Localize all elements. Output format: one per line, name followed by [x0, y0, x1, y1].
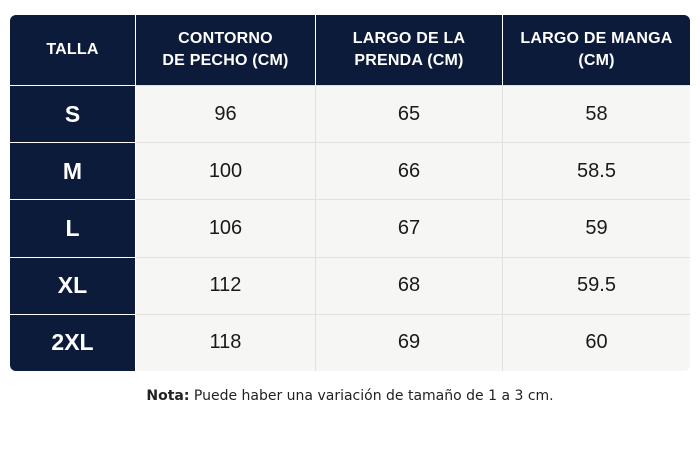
- table-row: 2XL 118 69 60: [10, 313, 690, 371]
- note-label: Nota:: [146, 388, 190, 404]
- header-length: LARGO DE LA PRENDA (CM): [316, 15, 503, 85]
- header-length-line1: LARGO DE LA: [352, 30, 466, 47]
- row-size-cell: M: [10, 142, 136, 200]
- length-cell: 65: [316, 85, 503, 143]
- chest-cell: 112: [136, 256, 316, 314]
- table-row: S 96 65 58: [10, 85, 690, 143]
- header-chest: CONTORNO DE PECHO (CM): [136, 15, 316, 85]
- sleeve-cell: 60: [503, 313, 690, 371]
- header-sleeve: LARGO DE MANGA (CM): [503, 15, 690, 85]
- size-chart-table: TALLA CONTORNO DE PECHO (CM) LARGO DE LA P…: [10, 15, 690, 371]
- header-sleeve-line2: (CM): [578, 52, 615, 69]
- chest-cell: 106: [136, 199, 316, 257]
- table-body: S 96 65 58 M 100 66 58.5 L 106 67 59 XL …: [10, 85, 690, 371]
- header-length-line2: PRENDA (CM): [354, 52, 464, 69]
- header-sleeve-line1: LARGO DE MANGA: [520, 30, 673, 47]
- header-size: TALLA: [10, 15, 136, 85]
- row-size-cell: S: [10, 85, 136, 143]
- sleeve-cell: 59.5: [503, 256, 690, 314]
- table-header: TALLA CONTORNO DE PECHO (CM) LARGO DE LA P…: [10, 15, 690, 85]
- chest-cell: 96: [136, 85, 316, 143]
- header-chest-line2: DE PECHO (CM): [162, 52, 289, 69]
- row-size-cell: L: [10, 199, 136, 257]
- length-cell: 66: [316, 142, 503, 200]
- sleeve-cell: 58.5: [503, 142, 690, 200]
- chest-cell: 118: [136, 313, 316, 371]
- sleeve-cell: 58: [503, 85, 690, 143]
- table-row: L 106 67 59: [10, 199, 690, 257]
- length-cell: 68: [316, 256, 503, 314]
- length-cell: 67: [316, 199, 503, 257]
- table-row: M 100 66 58.5: [10, 142, 690, 200]
- note-text: Puede haber una variación de tamaño de 1…: [193, 388, 554, 404]
- chest-cell: 100: [136, 142, 316, 200]
- length-cell: 69: [316, 313, 503, 371]
- header-chest-line1: CONTORNO: [178, 30, 273, 47]
- header-size-label: TALLA: [46, 41, 99, 58]
- size-note: Nota: Puede haber una variación de tamañ…: [0, 388, 700, 404]
- header-row: TALLA CONTORNO DE PECHO (CM) LARGO DE LA P…: [10, 15, 690, 85]
- table-row: XL 112 68 59.5: [10, 256, 690, 314]
- row-size-cell: XL: [10, 256, 136, 314]
- sleeve-cell: 59: [503, 199, 690, 257]
- row-size-cell: 2XL: [10, 313, 136, 371]
